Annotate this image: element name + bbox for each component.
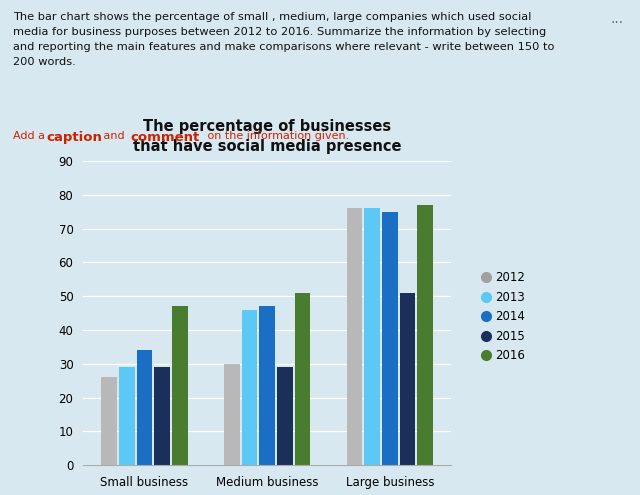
Text: The bar chart shows the percentage of small , medium, large companies which used: The bar chart shows the percentage of sm… (13, 12, 554, 67)
Bar (347, 208, 362, 465)
Text: caption: caption (46, 131, 102, 144)
Bar (242, 310, 257, 465)
Bar (101, 377, 117, 465)
Text: on the information given.: on the information given. (204, 131, 349, 141)
Bar (137, 350, 152, 465)
Legend: 2012, 2013, 2014, 2015, 2016: 2012, 2013, 2014, 2015, 2016 (476, 267, 530, 367)
Text: comment: comment (131, 131, 200, 144)
Title: The percentage of businesses
that have social media presence: The percentage of businesses that have s… (133, 119, 401, 154)
Text: ...: ... (611, 12, 624, 26)
Bar (277, 367, 292, 465)
Bar (295, 293, 310, 465)
Bar (364, 208, 380, 465)
Bar (382, 211, 397, 465)
Bar (400, 293, 415, 465)
Bar (417, 205, 433, 465)
Bar (224, 364, 239, 465)
Text: Add a: Add a (13, 131, 48, 141)
Bar (119, 367, 134, 465)
Bar (172, 306, 188, 465)
Text: and: and (100, 131, 129, 141)
Bar (154, 367, 170, 465)
Bar (259, 306, 275, 465)
